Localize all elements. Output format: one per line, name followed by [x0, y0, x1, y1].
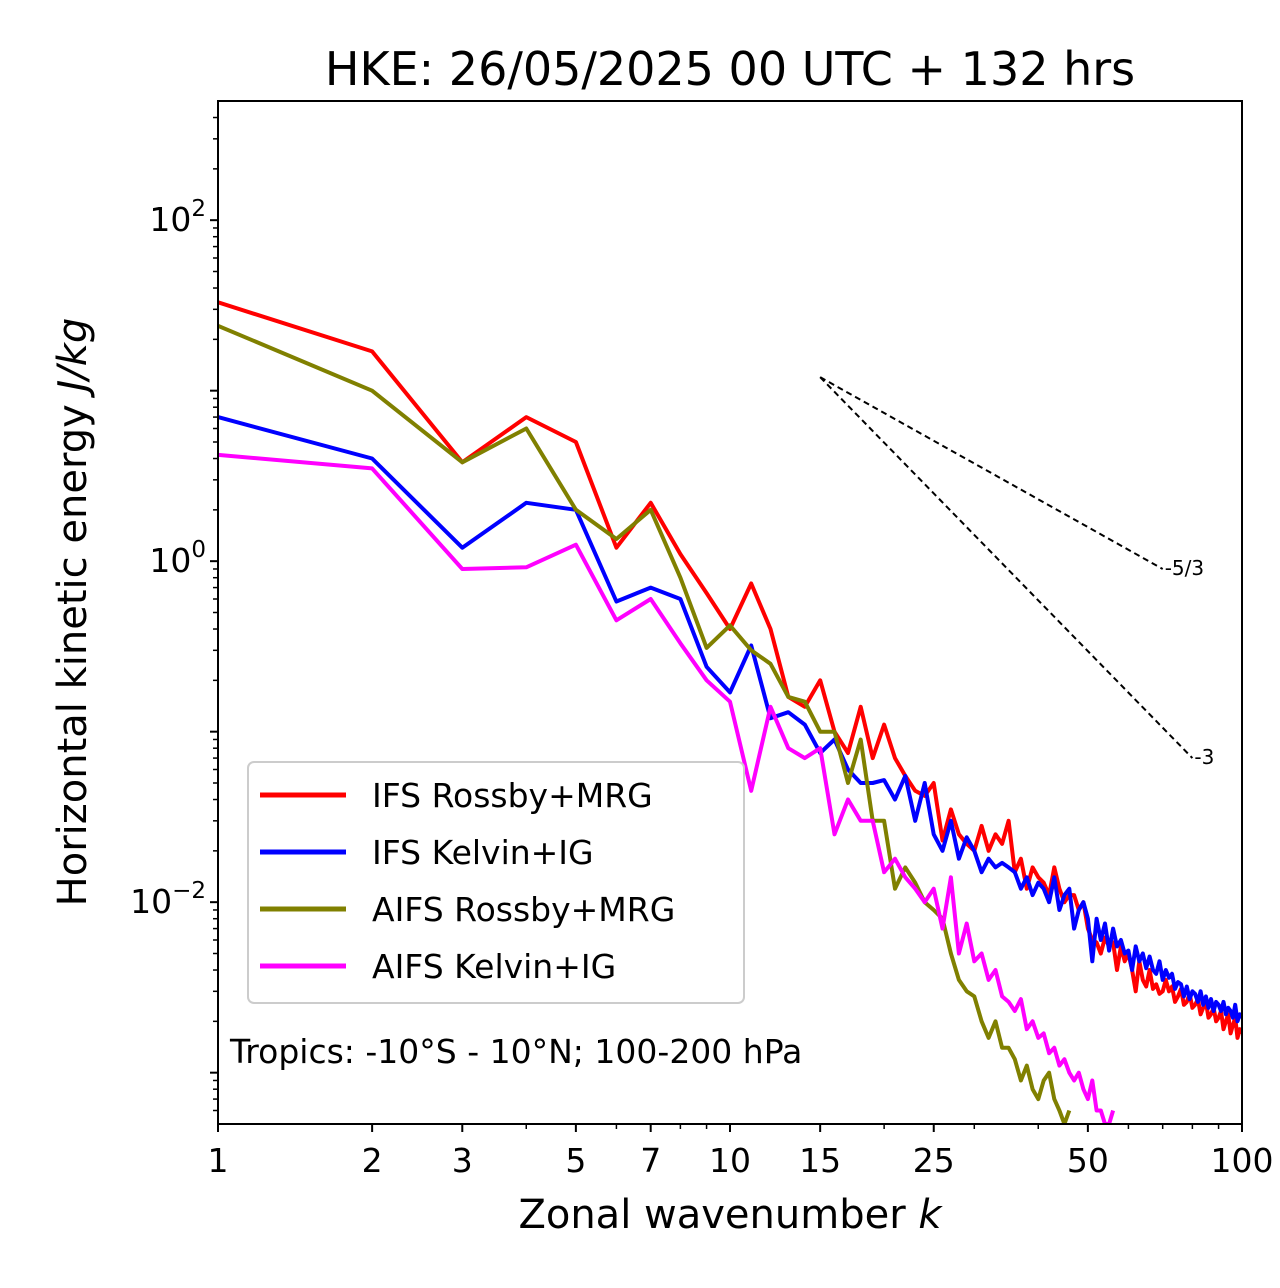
y-axis-label-text: Horizontal kinetic energy	[50, 392, 96, 907]
y-tick-label: 100	[149, 537, 206, 580]
chart-title: HKE: 26/05/2025 00 UTC + 132 hrs	[325, 42, 1135, 96]
reference-label-0: -5/3	[1165, 556, 1204, 580]
legend: IFS Rossby+MRG IFS Kelvin+IG AIFS Rossby+M…	[247, 761, 745, 1004]
x-tick-label: 25	[913, 1141, 955, 1180]
series-line-2	[218, 323, 1072, 1124]
y-axis: 102 100 10−2	[130, 116, 218, 1112]
x-tick-label: 10	[709, 1141, 751, 1180]
x-tick-label: 7	[640, 1141, 661, 1180]
x-tick-label: 5	[565, 1141, 586, 1180]
reference-lines	[819, 376, 1194, 759]
legend-label-1: IFS Kelvin+IG	[372, 833, 594, 872]
reference-labels: -5/3 -3	[1165, 556, 1215, 769]
series-line-1	[218, 415, 1242, 1024]
legend-label-3: AIFS Kelvin+IG	[372, 947, 616, 986]
legend-label-2: AIFS Rossby+MRG	[372, 890, 675, 929]
x-axis: 1 2 3 5 7 10 15 25 50 100	[208, 1124, 1274, 1180]
reference-line-1	[819, 376, 1194, 759]
y-axis-label: Horizontal kinetic energy J/kg	[50, 318, 96, 907]
y-tick-label: 102	[149, 196, 206, 239]
x-tick-label: 50	[1067, 1141, 1109, 1180]
x-axis-label-symbol: k	[918, 1192, 943, 1238]
y-axis-label-unit: J/kg	[50, 318, 96, 399]
reference-label-1: -3	[1194, 745, 1214, 769]
series-lines	[218, 300, 1242, 1124]
x-axis-label-text: Zonal wavenumber	[518, 1192, 918, 1238]
region-annotation: Tropics: -10°S - 10°N; 100-200 hPa	[229, 1032, 802, 1071]
x-tick-label: 3	[452, 1141, 473, 1180]
x-tick-label: 15	[799, 1141, 841, 1180]
x-tick-label: 2	[362, 1141, 383, 1180]
x-tick-label: 100	[1211, 1141, 1274, 1180]
legend-box	[247, 761, 745, 1004]
x-axis-label: Zonal wavenumber k	[518, 1192, 943, 1238]
y-tick-label: 10−2	[130, 878, 206, 921]
reference-line-0	[819, 376, 1164, 570]
series-line-3	[218, 452, 1116, 1124]
x-tick-label: 1	[208, 1141, 229, 1180]
legend-label-0: IFS Rossby+MRG	[372, 776, 653, 815]
